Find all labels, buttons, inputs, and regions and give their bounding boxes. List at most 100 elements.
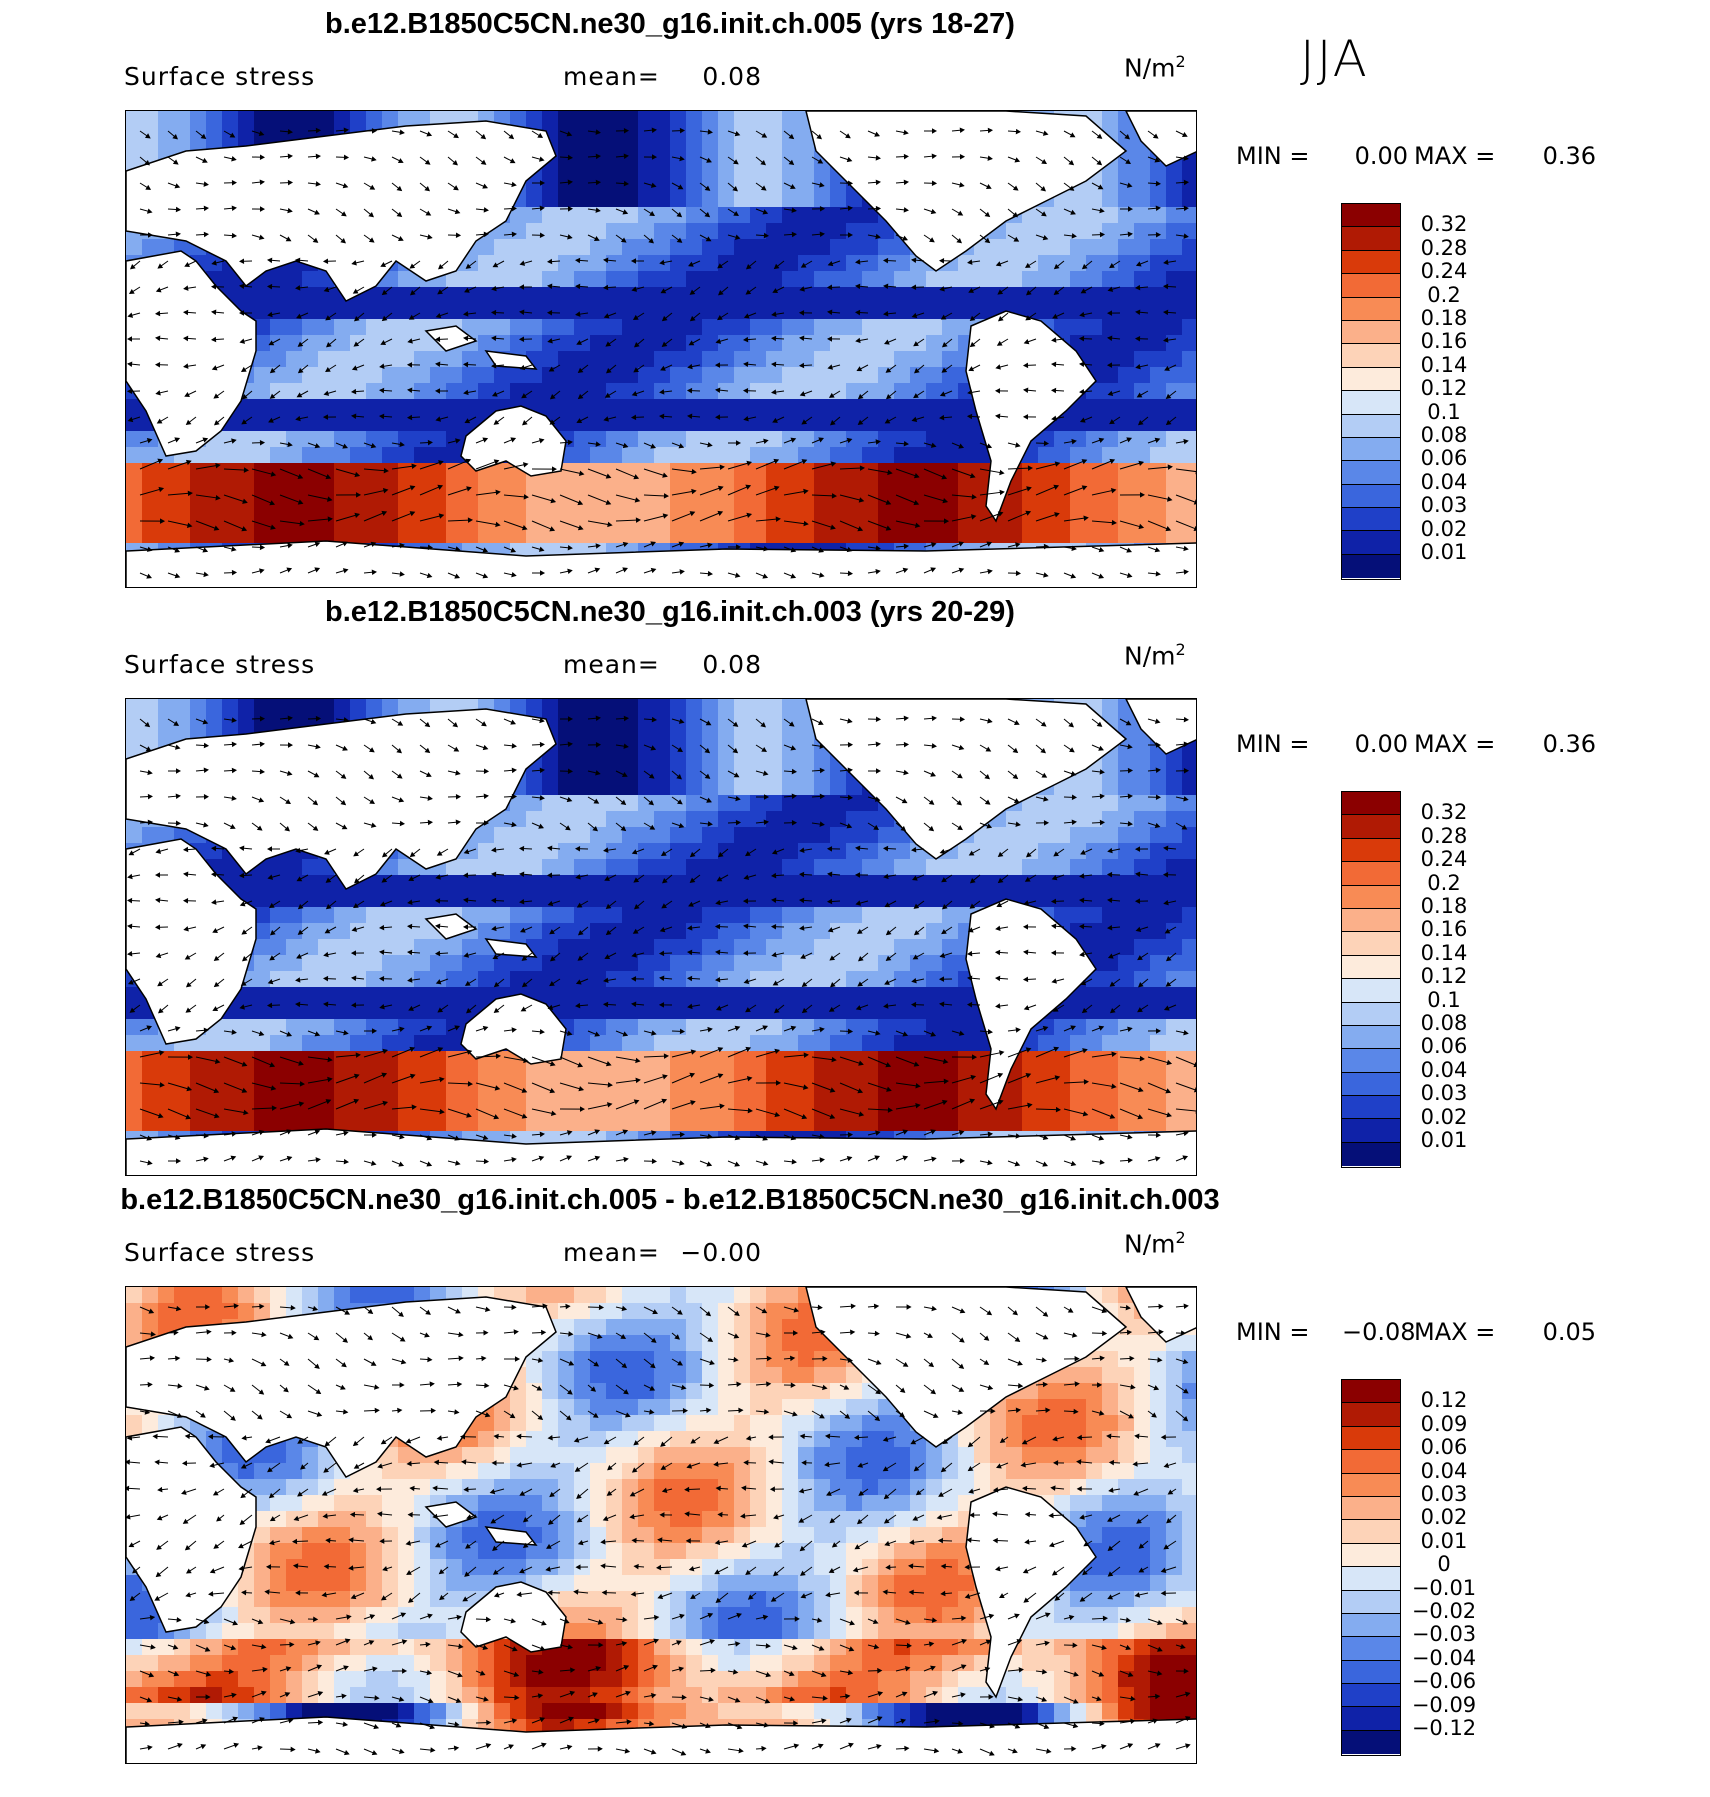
colorbar-label: 0.03	[1420, 1081, 1468, 1106]
max-label: MAX =	[1414, 1318, 1496, 1346]
colorbar-swatch	[1342, 1730, 1400, 1755]
landmass	[805, 1287, 1128, 1448]
units-label: N/m2	[1124, 1228, 1186, 1259]
landmass	[1125, 111, 1196, 167]
colorbar-label: 0.12	[1420, 964, 1468, 989]
landmass	[126, 838, 257, 1045]
landmass	[126, 1716, 1196, 1763]
colorbar-label: −0.01	[1411, 1575, 1477, 1600]
colorbar-swatch	[1342, 1520, 1400, 1544]
colorbar-swatch	[1342, 250, 1400, 275]
landmass	[965, 1486, 1097, 1699]
colorbar-label: 0.08	[1420, 1011, 1468, 1035]
colorbar-label: −0.04	[1411, 1645, 1477, 1670]
colorbar-label: 0.12	[1420, 1388, 1468, 1413]
min-label: MIN =	[1236, 142, 1310, 170]
colorbar-swatch	[1342, 1002, 1400, 1026]
max-label: MAX =	[1414, 142, 1496, 170]
colorbar-label: 0.01	[1420, 540, 1468, 564]
colorbar-label: −0.12	[1411, 1716, 1477, 1740]
colorbar-swatch	[1342, 274, 1400, 298]
colorbar-swatch	[1342, 437, 1400, 462]
colorbar-swatch	[1342, 484, 1400, 509]
colorbar-swatch	[1342, 955, 1400, 980]
landmass	[424, 913, 478, 940]
colorbar-swatch	[1342, 1403, 1400, 1427]
colorbar-swatch	[1342, 932, 1400, 956]
colorbar-label: 0.1	[1427, 987, 1461, 1012]
landmass	[126, 250, 257, 457]
colorbar-label: 0.08	[1420, 423, 1468, 447]
colorbar-label: 0.06	[1420, 446, 1468, 471]
colorbar-swatch	[1342, 204, 1400, 228]
colorbar-label: 0.02	[1420, 516, 1468, 541]
colorbar-label: −0.06	[1411, 1669, 1477, 1694]
landmass	[484, 350, 538, 370]
colorbar-label: 0.1	[1427, 399, 1461, 424]
colorbar-swatch	[1342, 838, 1400, 863]
landmass	[484, 938, 538, 958]
colorbar-label: 0.03	[1420, 1482, 1468, 1506]
landmass	[484, 1526, 538, 1546]
colorbar-label: 0.04	[1420, 469, 1468, 494]
colorbar-swatch	[1342, 508, 1400, 532]
colorbar-label: 0.03	[1420, 493, 1468, 518]
landmass	[424, 1501, 478, 1528]
colorbar-swatch	[1342, 554, 1400, 579]
colorbar-label: 0.2	[1427, 870, 1461, 895]
colorbar-label: 0.28	[1420, 235, 1468, 260]
max-value: 0.05	[1542, 1318, 1596, 1346]
mean-value: 0.08	[702, 650, 762, 679]
colorbar-swatch	[1342, 1426, 1400, 1451]
colorbar-swatch	[1342, 885, 1400, 909]
stress-vectors	[126, 1303, 1191, 1756]
colorbar-swatch	[1342, 1096, 1400, 1120]
colorbar-swatch	[1342, 1049, 1400, 1073]
colorbar-label: 0.32	[1420, 800, 1468, 825]
colorbar-swatch	[1342, 1707, 1400, 1731]
landmass	[965, 310, 1097, 523]
colorbar-swatch	[1342, 1567, 1400, 1591]
landmass	[126, 708, 557, 890]
min-label: MIN =	[1236, 1318, 1310, 1346]
colorbar-label: 0.01	[1420, 1128, 1468, 1152]
colorbar-swatch	[1342, 1660, 1400, 1685]
units-label: N/m2	[1124, 52, 1186, 83]
colorbar-label: 0.02	[1420, 1104, 1468, 1129]
max-label: MAX =	[1414, 730, 1496, 758]
landmass	[424, 325, 478, 352]
colorbar-swatch	[1342, 1450, 1400, 1474]
variable-label: Surface stress	[124, 62, 316, 91]
colorbar-label: −0.02	[1411, 1599, 1477, 1623]
units-label: N/m2	[1124, 640, 1186, 671]
colorbar-swatch	[1342, 862, 1400, 886]
colorbar-label: 0.32	[1420, 212, 1468, 237]
colorbar-label: 0.02	[1420, 1505, 1468, 1530]
min-value: 0.00	[1354, 730, 1408, 758]
colorbar-label: 0.06	[1420, 1435, 1468, 1460]
panel-title: b.e12.B1850C5CN.ne30_g16.init.ch.005 - b…	[120, 1184, 1220, 1216]
colorbar	[1341, 1379, 1401, 1757]
colorbar-swatch	[1342, 1119, 1400, 1143]
colorbar-label: 0.18	[1420, 894, 1468, 918]
colorbar-swatch	[1342, 1613, 1400, 1638]
colorbar-swatch	[1342, 320, 1400, 345]
colorbar	[1341, 203, 1401, 581]
colorbar-label: 0.14	[1420, 352, 1468, 377]
colorbar-swatch	[1342, 391, 1400, 415]
landmass	[126, 1426, 257, 1633]
landmass	[126, 540, 1196, 587]
mean-value: 0.08	[702, 62, 762, 91]
colorbar-swatch	[1342, 1072, 1400, 1097]
colorbar-swatch	[1342, 1637, 1400, 1661]
map-plot	[125, 1286, 1197, 1764]
colorbar	[1341, 791, 1401, 1169]
colorbar-label: 0.28	[1420, 823, 1468, 848]
colorbar-label: 0.12	[1420, 376, 1468, 401]
colorbar-swatch	[1342, 1473, 1400, 1497]
colorbar-label: 0.04	[1420, 1458, 1468, 1483]
colorbar-swatch	[1342, 1025, 1400, 1050]
colorbar-swatch	[1342, 815, 1400, 839]
colorbar-swatch	[1342, 367, 1400, 392]
colorbar-label: 0.16	[1420, 917, 1468, 942]
